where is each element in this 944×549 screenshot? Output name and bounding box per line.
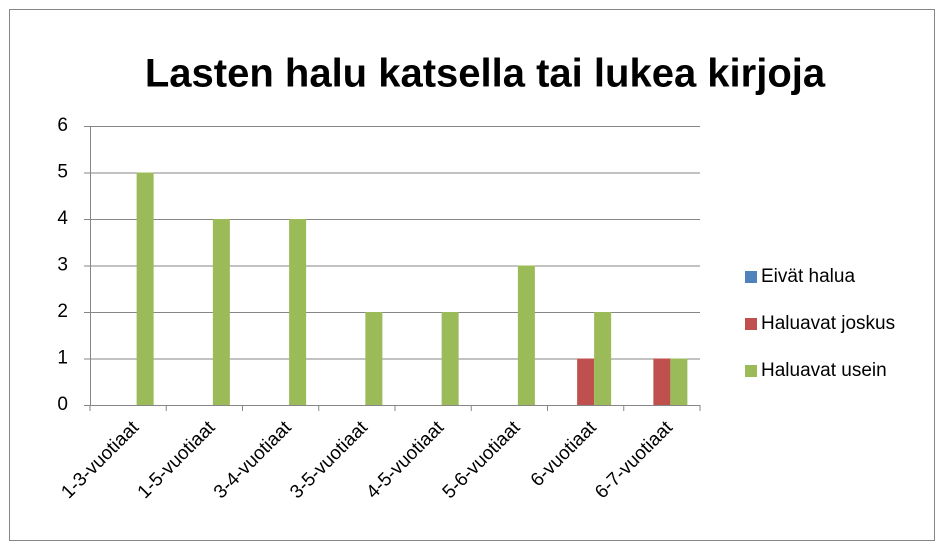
y-tick-label: 5 bbox=[57, 162, 68, 183]
y-tick-label: 6 bbox=[57, 115, 68, 136]
y-tick-label: 1 bbox=[57, 348, 68, 369]
legend-swatch bbox=[745, 271, 757, 283]
y-tick-label: 0 bbox=[57, 394, 68, 415]
chart-border bbox=[9, 9, 935, 541]
bar bbox=[670, 358, 688, 405]
y-tick-label: 4 bbox=[57, 208, 68, 229]
legend-label: Eivät halua bbox=[761, 266, 855, 287]
legend-swatch bbox=[745, 318, 757, 330]
bar bbox=[365, 312, 383, 405]
bar bbox=[577, 358, 595, 405]
bar bbox=[517, 265, 535, 405]
chart-title: Lasten halu katsella tai lukea kirjoja bbox=[145, 52, 826, 96]
bar bbox=[653, 358, 671, 405]
y-tick-label: 3 bbox=[57, 255, 68, 276]
bar bbox=[212, 219, 230, 405]
legend-label: Haluavat usein bbox=[761, 360, 887, 381]
bar bbox=[289, 219, 307, 405]
legend-label: Haluavat joskus bbox=[761, 313, 895, 334]
y-tick-label: 2 bbox=[57, 301, 68, 322]
bar bbox=[441, 312, 459, 405]
bar bbox=[594, 312, 612, 405]
legend-swatch bbox=[745, 365, 757, 377]
bar bbox=[136, 172, 154, 405]
